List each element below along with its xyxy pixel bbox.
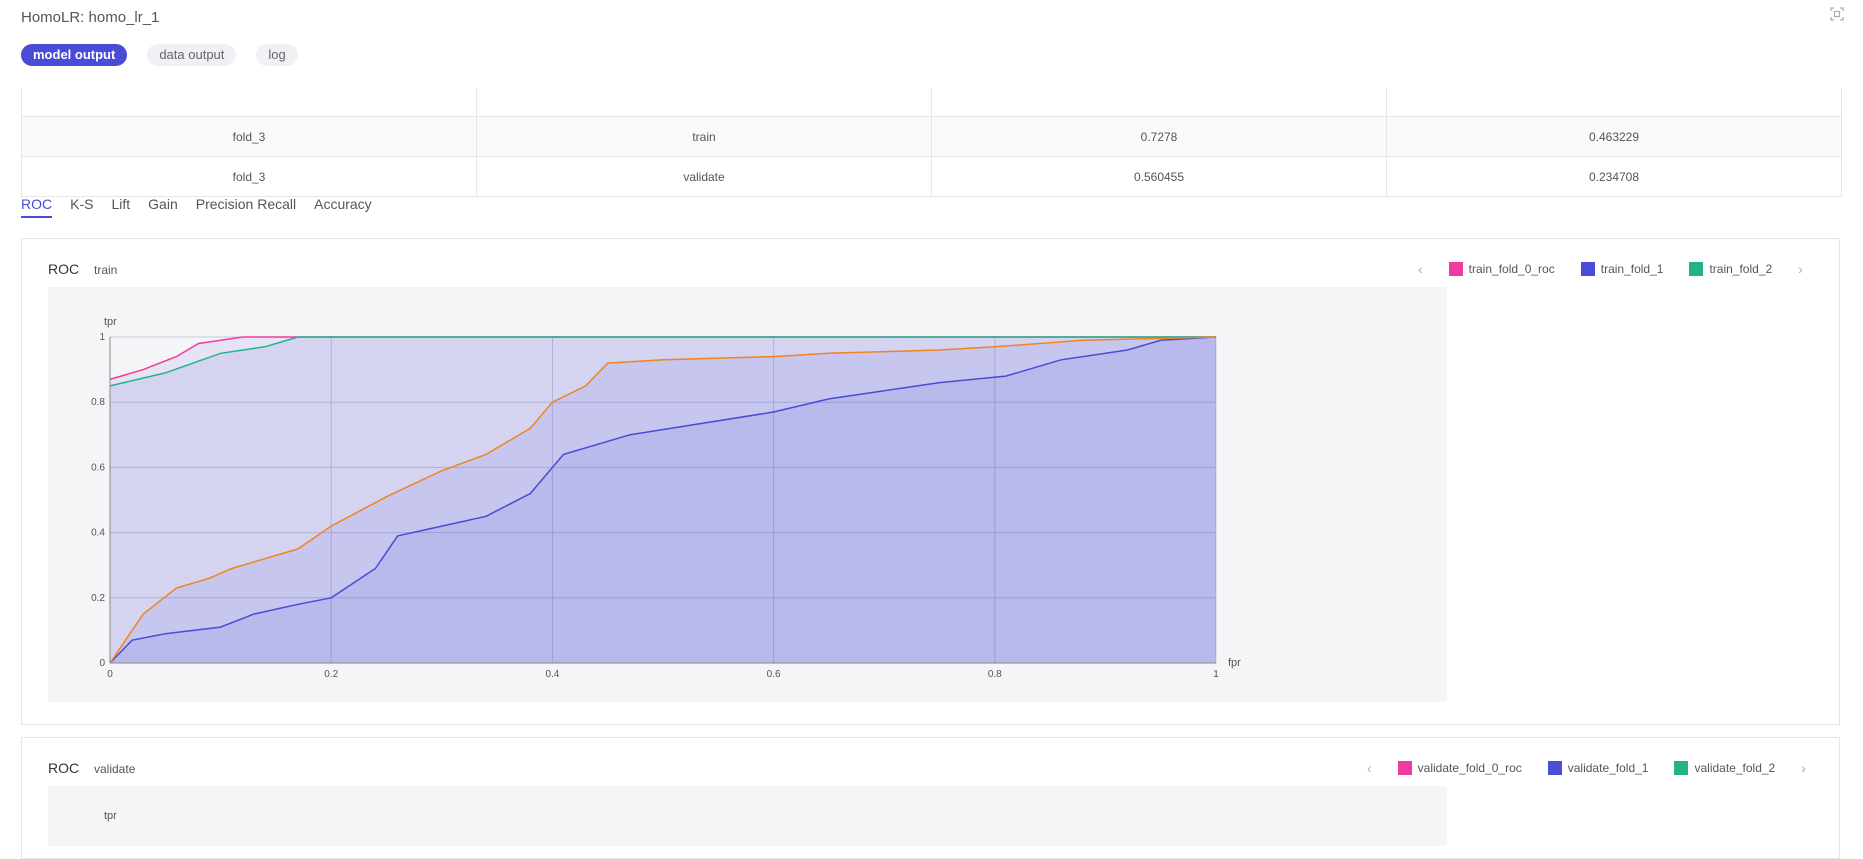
- series-area: [110, 337, 1216, 663]
- x-tick-label: 0.8: [988, 669, 1002, 680]
- roc-chart: 00 0.2 0.2 0.4 0.4 0.6 0.6 0.8 0.8 1 1 fpr tpr: [91, 316, 1241, 680]
- output-tabs: model output data output log: [21, 44, 298, 66]
- y-tick-label: 0.6: [91, 462, 105, 473]
- legend-label: validate_fold_1: [1567, 761, 1649, 775]
- legend-prev-icon[interactable]: ‹: [1367, 760, 1372, 776]
- y-tick-label: 0.8: [91, 397, 105, 408]
- series-area: [110, 337, 1216, 663]
- expand-icon[interactable]: [1829, 6, 1845, 22]
- legend-swatch: [1547, 761, 1562, 775]
- tab-accuracy[interactable]: Accuracy: [314, 196, 372, 212]
- y-tick-label: 1: [99, 332, 105, 343]
- chart-title: ROC: [48, 261, 80, 277]
- table-row: fold_3 validate 0.560455 0.234708: [22, 156, 1841, 196]
- y-axis-label: tpr: [104, 810, 117, 822]
- chart-subtitle: train: [94, 263, 118, 277]
- legend-swatch: [1674, 761, 1689, 775]
- legend-label: train_fold_1: [1600, 262, 1664, 276]
- table-cell: 0.560455: [931, 157, 1386, 196]
- x-tick-label: 0.4: [545, 669, 559, 680]
- tab-data-output[interactable]: data output: [147, 44, 237, 66]
- legend-item[interactable]: train_fold_1: [1580, 262, 1664, 276]
- tab-roc[interactable]: ROC: [21, 196, 53, 218]
- table-cell: fold_3: [232, 169, 266, 184]
- tab-precision-recall[interactable]: Precision Recall: [195, 196, 297, 212]
- plot-area: tpr: [48, 786, 1447, 846]
- table-cell: 0.463229: [1386, 117, 1841, 156]
- legend-next-icon[interactable]: ›: [1798, 261, 1803, 277]
- legend-label: validate_fold_0_roc: [1417, 761, 1522, 775]
- legend-label: train_fold_0_roc: [1468, 262, 1555, 276]
- table-cell: validate: [476, 157, 931, 196]
- legend-item[interactable]: validate_fold_2: [1674, 761, 1775, 775]
- x-axis-label: fpr: [1228, 657, 1241, 669]
- tab-model-output[interactable]: model output: [21, 44, 128, 66]
- y-tick-label: 0.2: [91, 593, 105, 604]
- plot-area: 0 0 0.2 0.2 0.4 0.4 0.6 0.6 0.8 0.8 1 1 fpr tpr: [48, 287, 1447, 702]
- metrics-table: fold_3 train 0.7278 0.463229 fold_3 vali…: [21, 88, 1842, 197]
- x-tick-label: 1: [1213, 669, 1219, 680]
- series-line: [109, 336, 1216, 387]
- series-line: [109, 336, 1216, 381]
- chart-title: ROC: [48, 760, 80, 776]
- legend-item[interactable]: train_fold_2: [1689, 262, 1772, 276]
- tab-lift[interactable]: Lift: [111, 196, 131, 212]
- table-cell: fold_3: [232, 129, 266, 144]
- legend-item[interactable]: validate_fold_1: [1547, 761, 1649, 775]
- y-tick-label: 0: [99, 658, 105, 669]
- legend-swatch: [1448, 262, 1463, 276]
- legend-swatch: [1689, 262, 1704, 276]
- legend-item[interactable]: train_fold_0_roc: [1448, 262, 1555, 276]
- table-row: [22, 88, 1841, 116]
- table-cell: 0.7278: [931, 117, 1386, 156]
- series-area: [110, 337, 1216, 663]
- tab-gain[interactable]: Gain: [148, 196, 178, 212]
- page-title: HomoLR: homo_lr_1: [21, 9, 160, 26]
- legend-item[interactable]: validate_fold_0_roc: [1397, 761, 1522, 775]
- roc-train-panel: ROC train ‹ train_fold_0_roc train_fold_…: [21, 238, 1840, 725]
- legend-label: train_fold_2: [1709, 262, 1773, 276]
- legend-next-icon[interactable]: ›: [1801, 760, 1806, 776]
- legend-swatch: [1580, 262, 1595, 276]
- legend: ‹ train_fold_0_roc train_fold_1 train_fo…: [1418, 261, 1803, 277]
- table-row: fold_3 train 0.7278 0.463229: [22, 116, 1841, 156]
- legend: ‹ validate_fold_0_roc validate_fold_1 va…: [1367, 760, 1806, 776]
- x-tick-label: 0.2: [324, 669, 338, 680]
- x-tick-label: 0.6: [767, 669, 781, 680]
- tab-ks[interactable]: K-S: [70, 196, 94, 212]
- series-line: [109, 336, 1217, 664]
- series-area: [110, 337, 1216, 663]
- legend-swatch: [1397, 761, 1412, 775]
- table-cell: 0.234708: [1386, 157, 1841, 196]
- roc-validate-panel: ROC validate ‹ validate_fold_0_roc valid…: [21, 737, 1840, 859]
- tab-log[interactable]: log: [256, 44, 298, 66]
- metric-tabs: ROC K-S Lift Gain Precision Recall Accur…: [21, 196, 372, 218]
- series-line: [109, 336, 1217, 664]
- legend-label: validate_fold_2: [1694, 761, 1776, 775]
- y-axis-label: tpr: [104, 316, 117, 328]
- legend-prev-icon[interactable]: ‹: [1418, 261, 1423, 277]
- table-cell: train: [476, 117, 931, 156]
- chart-subtitle: validate: [94, 762, 136, 776]
- x-tick-label: 0: [107, 669, 113, 680]
- y-tick-label: 0.4: [91, 528, 105, 539]
